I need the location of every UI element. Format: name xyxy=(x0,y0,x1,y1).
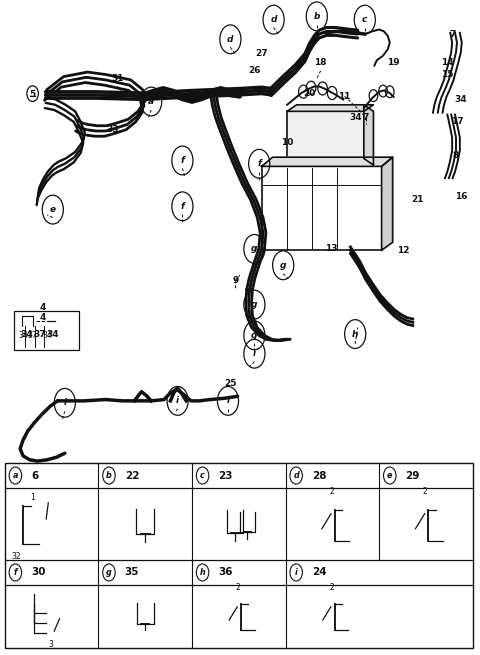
Polygon shape xyxy=(364,105,373,165)
Text: 10: 10 xyxy=(281,138,293,147)
Text: 36: 36 xyxy=(218,567,233,578)
Text: 1: 1 xyxy=(30,493,35,502)
Text: g: g xyxy=(251,331,258,340)
Text: 7: 7 xyxy=(362,113,369,122)
Text: 33: 33 xyxy=(107,125,119,134)
Text: 18: 18 xyxy=(314,58,327,67)
Polygon shape xyxy=(262,157,393,166)
Text: 16: 16 xyxy=(455,192,467,201)
Text: 2: 2 xyxy=(329,487,334,496)
Text: 25: 25 xyxy=(224,379,237,388)
Bar xyxy=(262,166,382,250)
Text: 32: 32 xyxy=(11,552,21,561)
Text: g: g xyxy=(280,261,287,270)
Text: 22: 22 xyxy=(125,470,139,481)
Text: g: g xyxy=(106,568,112,577)
Text: 37: 37 xyxy=(28,331,37,340)
Text: c: c xyxy=(362,15,368,24)
Text: 37: 37 xyxy=(33,329,46,339)
Text: g: g xyxy=(251,244,258,253)
Polygon shape xyxy=(287,105,373,111)
Text: 2: 2 xyxy=(423,487,427,496)
Text: 4: 4 xyxy=(40,313,47,322)
Text: 21: 21 xyxy=(411,195,424,204)
Text: 19: 19 xyxy=(387,58,400,67)
Text: 20: 20 xyxy=(303,88,316,98)
Text: i: i xyxy=(295,568,298,577)
Text: 26: 26 xyxy=(248,66,261,75)
Text: f: f xyxy=(180,202,184,211)
Text: i: i xyxy=(63,398,66,407)
Text: g: g xyxy=(251,300,258,309)
Text: i: i xyxy=(227,396,229,405)
Text: 8: 8 xyxy=(453,151,459,160)
Polygon shape xyxy=(382,157,393,250)
Text: b: b xyxy=(313,12,320,21)
Text: 29: 29 xyxy=(406,470,420,481)
Text: d: d xyxy=(270,15,277,24)
Text: f: f xyxy=(13,568,17,577)
Text: 7: 7 xyxy=(449,29,456,39)
Text: 2: 2 xyxy=(236,583,240,591)
Text: 34: 34 xyxy=(20,329,33,339)
Text: i: i xyxy=(176,396,179,405)
Text: 23: 23 xyxy=(218,470,233,481)
Text: 15: 15 xyxy=(441,70,454,79)
Text: f: f xyxy=(257,159,261,168)
Text: e: e xyxy=(50,205,56,214)
Text: 11: 11 xyxy=(338,92,351,101)
Text: h: h xyxy=(200,568,205,577)
Text: a: a xyxy=(12,471,18,480)
Text: 28: 28 xyxy=(312,470,326,481)
Text: 34: 34 xyxy=(455,95,467,104)
Text: 9: 9 xyxy=(232,276,239,285)
Text: 34: 34 xyxy=(350,113,362,122)
Text: d: d xyxy=(227,35,234,44)
Text: 14: 14 xyxy=(441,58,454,67)
Text: 17: 17 xyxy=(451,117,463,126)
Text: h: h xyxy=(352,329,359,339)
Text: 35: 35 xyxy=(125,567,139,578)
Text: 6: 6 xyxy=(31,470,38,481)
Text: 3: 3 xyxy=(48,640,53,648)
Text: 13: 13 xyxy=(325,244,337,253)
Text: a: a xyxy=(148,97,154,106)
Bar xyxy=(287,111,373,165)
Text: f: f xyxy=(180,156,184,165)
Text: e: e xyxy=(387,471,393,480)
Text: d: d xyxy=(293,471,299,480)
Text: 31: 31 xyxy=(111,74,124,83)
Text: 30: 30 xyxy=(31,567,46,578)
Text: 5: 5 xyxy=(29,90,36,100)
Text: 24: 24 xyxy=(312,567,326,578)
Text: c: c xyxy=(200,471,205,480)
Text: 12: 12 xyxy=(397,246,409,255)
Text: 34: 34 xyxy=(18,331,28,340)
Text: 2: 2 xyxy=(329,583,334,591)
Bar xyxy=(5,463,473,648)
Text: i: i xyxy=(253,349,256,358)
Text: 4: 4 xyxy=(40,303,47,312)
Text: 34: 34 xyxy=(47,329,59,339)
Bar xyxy=(14,311,79,350)
Text: b: b xyxy=(106,471,112,480)
Text: 34: 34 xyxy=(42,331,52,340)
Text: 27: 27 xyxy=(255,49,268,58)
